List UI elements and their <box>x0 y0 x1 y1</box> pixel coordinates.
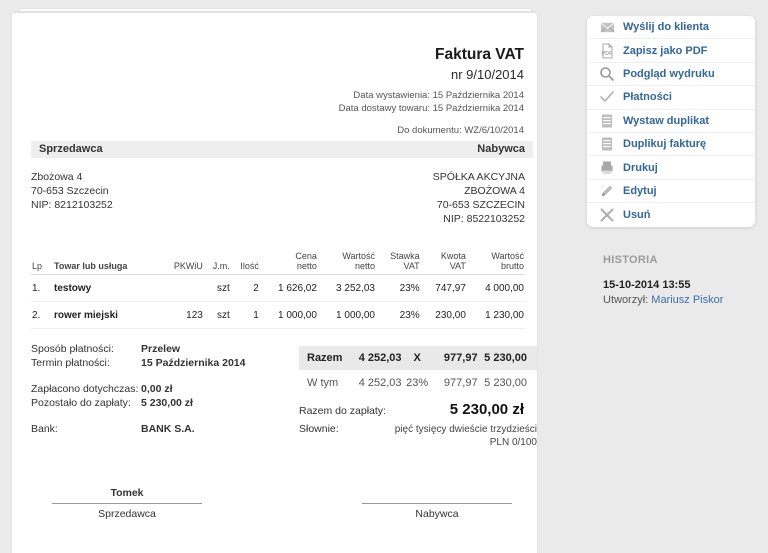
svg-text:PDF: PDF <box>602 51 614 57</box>
